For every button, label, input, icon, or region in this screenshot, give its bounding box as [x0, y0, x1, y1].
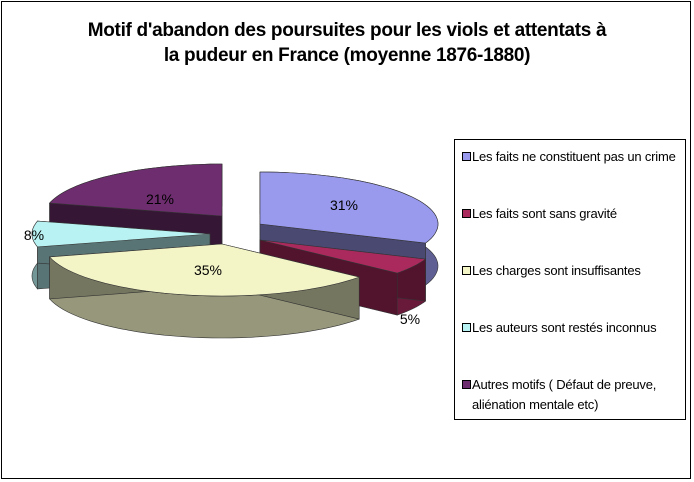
legend-label: Les faits sont sans gravité — [472, 206, 617, 221]
legend-item: Les faits ne constituent pas un crime — [462, 147, 682, 167]
legend-swatch — [462, 209, 471, 218]
legend-item: Les charges sont insuffisantes — [462, 261, 682, 281]
legend-item: Les auteurs sont restés inconnus — [462, 318, 682, 338]
pie-slice-top — [31, 220, 211, 248]
pie-slice-top — [48, 243, 361, 297]
legend-item: Les faits sont sans gravité — [462, 204, 682, 224]
legend-label: Les charges sont insuffisantes — [472, 263, 641, 278]
pie-slice-top — [48, 163, 223, 217]
pie-slice-top — [259, 171, 439, 244]
pie-data-label: 31% — [330, 197, 358, 213]
legend-swatch — [462, 380, 471, 389]
pie-data-label: 8% — [24, 227, 44, 243]
legend-swatch — [462, 152, 471, 161]
legend-label: Autres motifs ( Défaut de preuve, aliéna… — [472, 377, 657, 412]
legend-item: Autres motifs ( Défaut de preuve, aliéna… — [462, 375, 682, 415]
pie-data-label: 21% — [146, 191, 174, 207]
chart-title-line-2: la pudeur en France (moyenne 1876-1880) — [163, 45, 531, 66]
pie-slice — [48, 243, 361, 339]
legend-label: Les auteurs sont restés inconnus — [472, 320, 657, 335]
chart-title: Motif d'abandon des poursuites pour les … — [0, 18, 694, 68]
legend-label: Les faits ne constituent pas un crime — [472, 149, 676, 164]
legend-swatch — [462, 323, 471, 332]
pie-data-label: 5% — [400, 311, 420, 327]
pie-slice-top — [259, 239, 427, 274]
chart-title-line-1: Motif d'abandon des poursuites pour les … — [87, 20, 607, 41]
pie-data-label: 35% — [194, 262, 222, 278]
chart-legend: Les faits ne constituent pas un crime Le… — [454, 139, 686, 420]
legend-swatch — [462, 266, 471, 275]
